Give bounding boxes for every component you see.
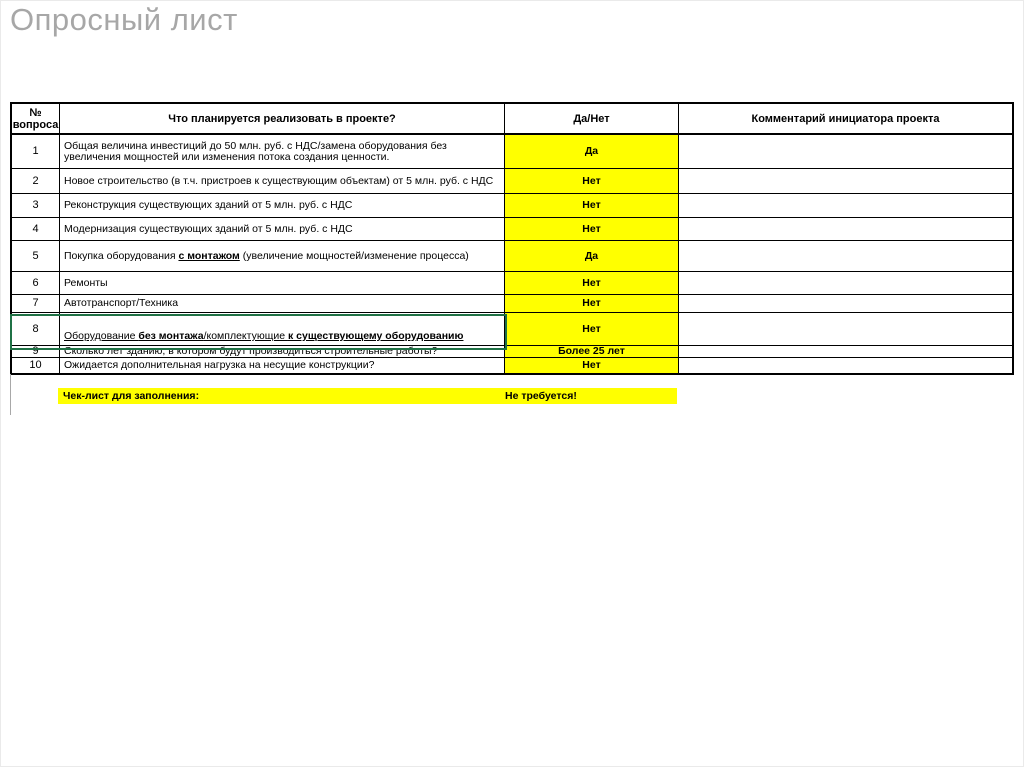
question-cell: Автотранспорт/Техника	[60, 295, 505, 312]
table-row-10: 10 Ожидается дополнительная нагрузка на н…	[12, 358, 1012, 373]
question-text-segment: Автотранспорт/Техника	[64, 297, 179, 309]
header-answer: Да/Нет	[505, 104, 679, 133]
comment-cell[interactable]	[679, 241, 1012, 271]
answer-cell[interactable]: Да	[505, 135, 679, 168]
table-row-8: 8 Оборудование без монтажа/комплектующие …	[12, 313, 1012, 346]
question-number-cell: 1	[12, 135, 60, 168]
question-cell: Новое строительство (в т.ч. пристроев к …	[60, 169, 505, 193]
table-row-7: 7 Автотранспорт/Техника Нет	[12, 295, 1012, 313]
table-row-6: 6 Ремонты Нет	[12, 272, 1012, 295]
answer-cell[interactable]: Нет	[505, 194, 679, 217]
question-number-cell: 5	[12, 241, 60, 271]
question-text-segment: Ожидается дополнительная нагрузка на нес…	[64, 359, 375, 371]
comment-cell[interactable]	[679, 135, 1012, 168]
answer-cell[interactable]: Более 25 лет	[505, 346, 679, 357]
questionnaire-table: № вопроса Что планируется реализовать в …	[10, 102, 1014, 375]
question-text-segment: Реконструкция существующих зданий от 5 м…	[64, 199, 353, 211]
question-text-segment: к существующему оборудованию	[287, 330, 464, 342]
table-row-2: 2 Новое строительство (в т.ч. пристроев к…	[12, 169, 1012, 194]
comment-cell[interactable]	[679, 272, 1012, 294]
comment-cell[interactable]	[679, 218, 1012, 240]
header-question: Что планируется реализовать в проекте?	[60, 104, 505, 133]
question-cell: Ремонты	[60, 272, 505, 294]
answer-cell[interactable]: Нет	[505, 272, 679, 294]
question-number-cell: 4	[12, 218, 60, 240]
comment-cell[interactable]	[679, 194, 1012, 217]
question-text-segment: (увеличение мощностей/изменение процесса…	[239, 249, 469, 262]
question-text-segment: с монтажом	[178, 249, 240, 262]
answer-cell[interactable]: Да	[505, 241, 679, 271]
table-row-9: 9 Сколько лет зданию, в котором будут про…	[12, 346, 1012, 358]
question-cell: Покупка оборудования с монтажом (увеличе…	[60, 241, 505, 271]
table-header-row: № вопроса Что планируется реализовать в …	[12, 104, 1012, 135]
answer-cell[interactable]: Нет	[505, 169, 679, 193]
question-cell: Ожидается дополнительная нагрузка на нес…	[60, 358, 505, 373]
question-text-segment: Модернизация существующих зданий от 5 мл…	[64, 222, 353, 235]
header-comment: Комментарий инициатора проекта	[679, 104, 1012, 133]
answer-cell[interactable]: Нет	[505, 295, 679, 312]
worksheet-grid-line	[10, 374, 11, 415]
question-cell: Сколько лет зданию, в котором будут прои…	[60, 346, 505, 357]
question-number-cell: 3	[12, 194, 60, 217]
page-title: Опросный лист	[10, 2, 238, 37]
checklist-row: Чек-лист для заполнения: Не требуется!	[58, 388, 677, 404]
question-cell: Оборудование без монтажа/комплектующие к…	[60, 313, 505, 345]
question-cell: Реконструкция существующих зданий от 5 м…	[60, 194, 505, 217]
question-number-cell: 6	[12, 272, 60, 294]
checklist-status: Не требуется!	[505, 389, 577, 402]
question-text-segment: Оборудование	[64, 330, 139, 342]
question-cell: Модернизация существующих зданий от 5 мл…	[60, 218, 505, 240]
answer-cell[interactable]: Нет	[505, 313, 679, 345]
checklist-label: Чек-лист для заполнения:	[63, 389, 200, 402]
comment-cell[interactable]	[679, 358, 1012, 373]
comment-cell[interactable]	[679, 346, 1012, 357]
question-number-cell: 2	[12, 169, 60, 193]
header-question-number: № вопроса	[12, 104, 60, 133]
question-text-segment: без монтажа	[138, 330, 204, 342]
question-number-cell: 10	[12, 358, 60, 373]
question-text-segment: Новое строительство (в т.ч. пристроев к …	[64, 174, 494, 187]
comment-cell[interactable]	[679, 295, 1012, 312]
question-number-cell: 8	[12, 313, 60, 345]
question-number-cell: 7	[12, 295, 60, 312]
table-row-1: 1 Общая величина инвестиций до 50 млн. ру…	[12, 135, 1012, 169]
question-text-segment: Ремонты	[64, 276, 108, 289]
answer-cell[interactable]: Нет	[505, 358, 679, 373]
comment-cell[interactable]	[679, 169, 1012, 193]
question-text-segment: Покупка оборудования	[64, 249, 179, 262]
question-text-segment: /комплектующие	[203, 330, 288, 342]
answer-cell[interactable]: Нет	[505, 218, 679, 240]
question-number-cell: 9	[12, 346, 60, 357]
question-cell: Общая величина инвестиций до 50 млн. руб…	[60, 135, 505, 168]
table-row-4: 4 Модернизация существующих зданий от 5 м…	[12, 218, 1012, 241]
question-text-segment: Сколько лет зданию, в котором будут прои…	[64, 346, 438, 357]
question-text-segment: Общая величина инвестиций до 50 млн. руб…	[64, 139, 447, 163]
table-row-5: 5 Покупка оборудования с монтажом (увелич…	[12, 241, 1012, 272]
table-body: 1 Общая величина инвестиций до 50 млн. ру…	[12, 135, 1012, 373]
table-row-3: 3 Реконструкция существующих зданий от 5 …	[12, 194, 1012, 218]
comment-cell[interactable]	[679, 313, 1012, 345]
